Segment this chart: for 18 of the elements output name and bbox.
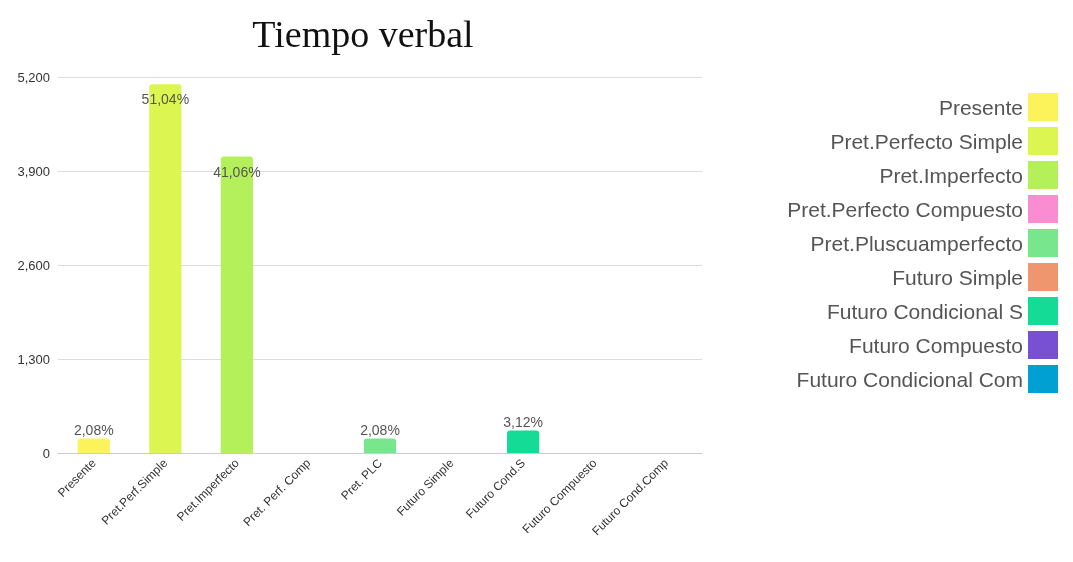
chart-title: Tiempo verbal [252,13,474,55]
annotation: 3,12% [503,413,543,430]
legend-label: Futuro Condicional S [826,299,1023,323]
annotation: 2,08% [360,421,400,438]
legend-label: Pret.Perfecto Simple [830,129,1023,153]
y-tick-label: 2,600 [17,257,50,273]
legend-label: Futuro Condicional Com [796,367,1023,391]
y-tick-label: 0 [42,445,50,461]
legend-label: Pret.Perfecto Compuesto [787,197,1023,221]
annotation: 2,08% [73,421,114,438]
legend-label: Pret.Pluscuamperfecto [810,231,1023,255]
legend-label: Presente [938,95,1023,119]
y-tick-label: 3,900 [17,163,50,179]
y-tick-label: 5,200 [17,69,50,85]
legend-label: Futuro Simple [892,265,1023,289]
y-tick-label: 1,300 [17,351,50,367]
legend-label: Pret.Imperfecto [879,163,1023,187]
legend-label: Futuro Compuesto [849,333,1023,357]
